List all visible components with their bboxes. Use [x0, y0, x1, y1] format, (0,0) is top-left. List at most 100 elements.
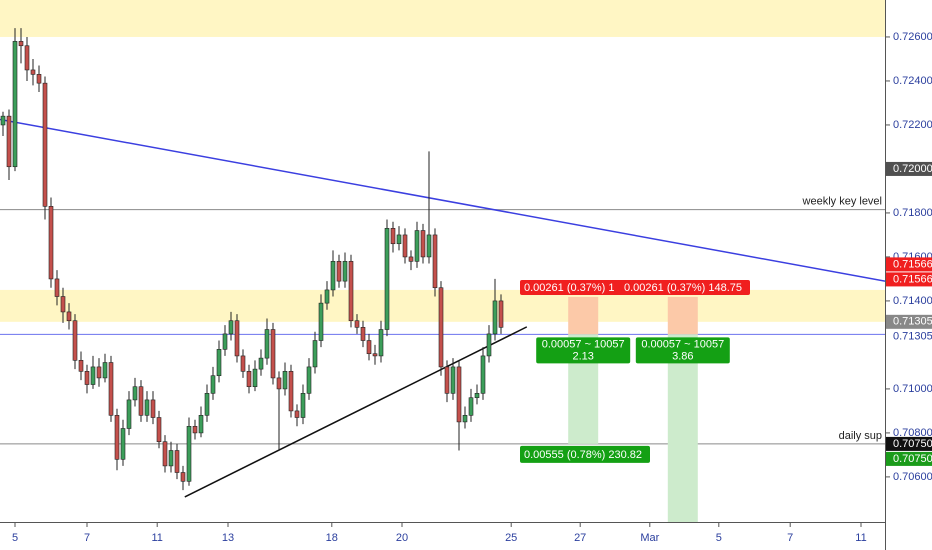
candle-body [84, 371, 90, 385]
candle-body [318, 302, 324, 341]
candle-body [378, 329, 384, 357]
reward-zone [667, 334, 698, 522]
price-marker-label: 0.71305 [893, 331, 932, 343]
candle-body [24, 45, 30, 71]
reward-label: 0.00057 ~ 10057 [542, 338, 625, 350]
candle-body [360, 327, 366, 341]
x-tick-label: 7 [84, 532, 90, 544]
candle-body [210, 375, 216, 394]
candle-body [438, 287, 444, 368]
candle-body [336, 261, 342, 282]
candle-body [300, 393, 306, 418]
reward-ratio: 3.86 [672, 350, 693, 362]
candle-body [222, 333, 228, 350]
reward-label-box [635, 337, 730, 364]
y-tick-label: 0.70600 [893, 471, 932, 483]
y-tick-label: 0.72200 [893, 119, 932, 131]
candle-body [108, 362, 114, 416]
price-marker [886, 451, 932, 466]
x-tick-label: 5 [12, 532, 18, 544]
candle-body [132, 386, 138, 401]
price-marker [886, 436, 932, 451]
candle-body [414, 230, 420, 262]
x-tick-label: 27 [574, 532, 586, 544]
candle-body [348, 261, 354, 322]
candle-body [144, 399, 150, 416]
candle-body [138, 386, 144, 416]
x-tick-label: 13 [222, 532, 234, 544]
candle-body [78, 360, 84, 372]
candle-body [18, 41, 24, 47]
price-marker-label: 0.71305 [893, 316, 932, 328]
x-tick-label: 25 [505, 532, 517, 544]
price-marker-label: 0.71566 [893, 258, 932, 270]
y-tick-label: 0.70800 [893, 427, 932, 439]
trendline [184, 326, 528, 498]
price-marker-label: 0.72000 [893, 163, 932, 175]
risk-label: 0.00261 (0.37%) 148.75 [624, 282, 742, 294]
y-tick-label: 0.72400 [893, 75, 932, 87]
x-tick-label: Mar [640, 532, 659, 544]
candle-body [162, 441, 168, 467]
candle-body [66, 311, 72, 322]
zone [0, 0, 885, 37]
y-tick-label: 0.72600 [893, 31, 932, 43]
x-tick-label: 5 [716, 532, 722, 544]
candle-body [42, 82, 48, 207]
trendline [0, 118, 885, 282]
risk-label: 0.00261 (0.37%) 1 [524, 282, 615, 294]
level-label: daily sup [839, 430, 882, 442]
axes: 0.726000.724000.722000.718000.716000.714… [12, 31, 932, 544]
price-marker-label: 0.71566 [893, 273, 932, 285]
candle-body [462, 415, 468, 423]
candle-body [90, 366, 96, 385]
candle-body [258, 357, 264, 370]
candle-body [492, 300, 498, 335]
candle-body [306, 366, 312, 394]
candle-body [234, 320, 240, 357]
candle-body [228, 320, 234, 335]
candle-body [204, 393, 210, 416]
x-tick-label: 20 [396, 532, 408, 544]
price-marker [886, 272, 932, 287]
candle-body [60, 296, 66, 313]
candle-body [174, 450, 180, 473]
candle-body [486, 333, 492, 357]
price-marker-label: 0.70750 [893, 438, 932, 450]
candle-body [192, 426, 198, 434]
candle-body [0, 115, 6, 126]
risk-label-box [520, 279, 750, 295]
x-tick-label: 11 [151, 532, 162, 544]
candle-body [498, 300, 504, 328]
price-marker-label: 0.70750 [893, 453, 932, 465]
candle-body [180, 472, 186, 482]
candle-body [288, 371, 294, 412]
target-label-box [520, 445, 650, 463]
candle-body [246, 371, 252, 388]
candle-body [216, 349, 222, 377]
candle-body [444, 366, 450, 394]
candle-body [252, 368, 258, 388]
candle-body [480, 355, 486, 394]
candle-body [342, 261, 348, 282]
candle-body [12, 41, 18, 168]
price-marker [886, 257, 932, 272]
reward-label-box [536, 337, 631, 364]
reward-ratio: 2.13 [572, 350, 593, 362]
reward-label: 0.00057 ~ 10057 [641, 338, 724, 350]
candle-body [120, 428, 126, 460]
candle-body [168, 450, 174, 467]
price-marker [886, 329, 932, 344]
candle-body [468, 397, 474, 416]
candle-body [270, 329, 276, 379]
y-tick-label: 0.71000 [893, 383, 932, 395]
candle-body [240, 355, 246, 372]
candle-body [312, 340, 318, 368]
candle-body [186, 426, 192, 482]
candle-body [30, 69, 36, 75]
candle-body [474, 393, 480, 399]
candle-body [282, 371, 288, 390]
candle-body [276, 377, 282, 390]
candle-body [96, 366, 102, 379]
target-label: 0.00555 (0.78%) 230.82 [524, 449, 642, 461]
